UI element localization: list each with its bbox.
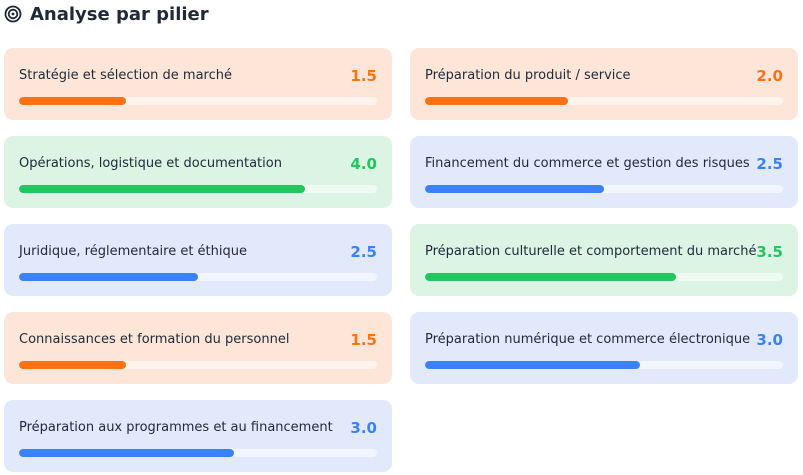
progress-track bbox=[19, 273, 377, 281]
section-title: Analyse par pilier bbox=[30, 3, 209, 25]
pillar-score: 3.0 bbox=[350, 419, 377, 437]
pillar-name: Stratégie et sélection de marché bbox=[19, 68, 232, 83]
pillar-card: Stratégie et sélection de marché 1.5 bbox=[4, 48, 392, 120]
pillar-score: 4.0 bbox=[350, 155, 377, 173]
pillar-card: Préparation numérique et commerce électr… bbox=[410, 312, 798, 384]
pillar-name: Préparation aux programmes et au finance… bbox=[19, 420, 333, 435]
pillar-score: 1.5 bbox=[350, 331, 377, 349]
pillar-name: Opérations, logistique et documentation bbox=[19, 156, 282, 171]
pillar-name: Juridique, réglementaire et éthique bbox=[19, 244, 247, 259]
pillar-card: Opérations, logistique et documentation 4… bbox=[4, 136, 392, 208]
progress-track bbox=[19, 185, 377, 193]
pillar-card: Préparation culturelle et comportement d… bbox=[410, 224, 798, 296]
progress-track bbox=[425, 361, 783, 369]
pillar-name: Préparation du produit / service bbox=[425, 68, 631, 83]
pillar-name: Préparation culturelle et comportement d… bbox=[425, 244, 757, 259]
pillar-card: Connaissances et formation du personnel 1… bbox=[4, 312, 392, 384]
pillar-score: 3.0 bbox=[756, 331, 783, 349]
pillar-score: 1.5 bbox=[350, 67, 377, 85]
progress-fill bbox=[19, 97, 127, 105]
progress-track bbox=[425, 273, 783, 281]
pillar-score: 2.5 bbox=[756, 155, 783, 173]
progress-fill bbox=[425, 273, 676, 281]
pillar-score: 2.5 bbox=[350, 243, 377, 261]
pillar-name: Connaissances et formation du personnel bbox=[19, 332, 290, 347]
pillar-score: 3.5 bbox=[756, 243, 783, 261]
progress-track bbox=[425, 185, 783, 193]
pillar-card: Préparation aux programmes et au finance… bbox=[4, 400, 392, 472]
pillar-card: Juridique, réglementaire et éthique 2.5 bbox=[4, 224, 392, 296]
progress-fill bbox=[425, 97, 569, 105]
progress-fill bbox=[19, 273, 198, 281]
progress-track bbox=[19, 449, 377, 457]
progress-track bbox=[19, 361, 377, 369]
progress-track bbox=[19, 97, 377, 105]
pillar-name: Financement du commerce et gestion des r… bbox=[425, 156, 750, 171]
pillar-name: Préparation numérique et commerce électr… bbox=[425, 332, 751, 347]
progress-fill bbox=[425, 361, 640, 369]
pillar-grid: Stratégie et sélection de marché 1.5 Prépa… bbox=[4, 48, 798, 472]
pillar-card: Préparation du produit / service 2.0 bbox=[410, 48, 798, 120]
progress-fill bbox=[19, 361, 127, 369]
target-icon bbox=[4, 5, 22, 23]
pillar-score: 2.0 bbox=[756, 67, 783, 85]
section-header: Analyse par pilier bbox=[4, 0, 209, 28]
progress-fill bbox=[425, 185, 604, 193]
pillar-card: Financement du commerce et gestion des r… bbox=[410, 136, 798, 208]
progress-track bbox=[425, 97, 783, 105]
progress-fill bbox=[19, 449, 234, 457]
progress-fill bbox=[19, 185, 306, 193]
